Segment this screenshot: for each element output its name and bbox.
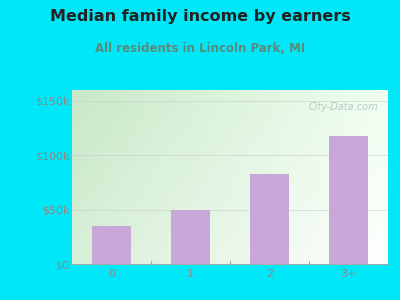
- Bar: [171, 210, 210, 264]
- Text: Median family income by earners: Median family income by earners: [50, 9, 350, 24]
- Text: City-Data.com: City-Data.com: [309, 102, 378, 112]
- Bar: [250, 174, 289, 264]
- Bar: [329, 136, 368, 264]
- Bar: [92, 226, 131, 264]
- Text: All residents in Lincoln Park, MI: All residents in Lincoln Park, MI: [95, 42, 305, 55]
